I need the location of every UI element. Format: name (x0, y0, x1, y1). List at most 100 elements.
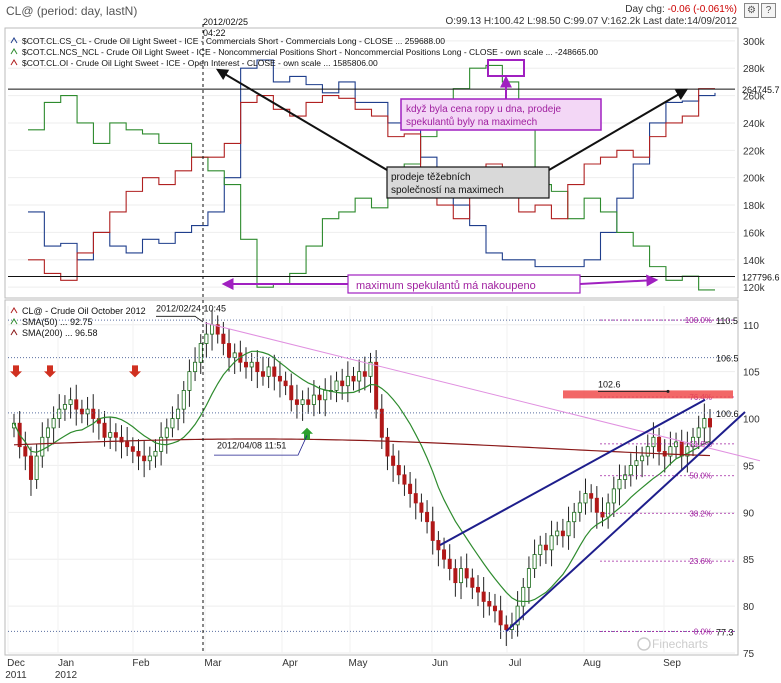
sma200-line (13, 438, 711, 457)
candle-body (543, 544, 548, 551)
fib-label: 38.2% (689, 509, 712, 518)
candle-body (272, 366, 277, 377)
candle-body (51, 418, 56, 429)
cot-y-tick-label: 300k (743, 37, 766, 48)
candle-body (204, 333, 209, 344)
candle-body (79, 408, 84, 415)
day-change: Day chg: -0.06 (-0.061%) (625, 4, 737, 15)
candle-body (28, 455, 33, 480)
legend-line-icon (10, 329, 18, 336)
cot-y-tick-label: 280k (743, 64, 766, 75)
candle-body (164, 427, 169, 438)
cot-legend-entry: $COT.CL.OI - Crude Oil Light Sweet - ICE… (22, 58, 378, 68)
candle-body (227, 343, 232, 358)
price-y-tick-label: 110 (743, 321, 759, 332)
question-icon[interactable]: ? (761, 3, 776, 18)
price-legend-entry: CL@ - Crude Oil October 2012 (22, 306, 146, 316)
candle-body (91, 408, 96, 419)
annotation-text: prodeje těžebních (391, 172, 471, 183)
sma50-line (13, 350, 711, 603)
candle-body (260, 371, 265, 377)
price-y-tick-label: 80 (743, 602, 755, 613)
cot-series: 264745.7 127796.6 (8, 59, 780, 291)
day-change-value: -0.06 (-0.061%) (667, 4, 737, 15)
candle-body (651, 436, 656, 448)
candle-body (640, 455, 645, 462)
candle-body (708, 418, 713, 428)
candle-body (425, 511, 430, 523)
legend-line-icon (10, 37, 18, 44)
x-tick-label: Sep (663, 658, 681, 669)
candle-body (142, 455, 147, 462)
cursor-date-label: 2012/02/25 (203, 17, 248, 27)
arrow-to-producers-max (215, 68, 388, 171)
candle-body (464, 568, 469, 579)
candle-body (23, 446, 28, 457)
legend-line-icon (10, 59, 18, 66)
x-tick-label: Mar (204, 658, 222, 669)
candle-body (108, 432, 113, 438)
cot-y-tick-label: 260k (743, 92, 766, 103)
candle-body (243, 361, 248, 368)
candle-body (62, 404, 67, 410)
candle-body (289, 385, 294, 401)
cot-y-tick-label: 120k (743, 283, 766, 294)
date-label: 2012/02/24 10:45 (156, 304, 226, 314)
candle-body (413, 493, 418, 504)
resistance-box (563, 390, 733, 399)
legends: $COT.CL.CS_CL - Crude Oil Light Sweet - … (10, 36, 598, 338)
candle-body (317, 394, 322, 401)
candle-body (436, 540, 441, 551)
x-tick-label: Jan (58, 658, 74, 669)
candle-body (379, 408, 384, 438)
candle-body (391, 455, 396, 466)
resistance-label: 102.6 (598, 380, 621, 390)
candle-body (85, 408, 90, 415)
candle-body (583, 493, 588, 504)
candle-body (572, 511, 577, 523)
watermark-text: Finecharts (652, 637, 708, 651)
candle-body (453, 568, 458, 584)
price-y-tick-label: 90 (743, 508, 755, 519)
candle-body (34, 455, 39, 480)
x-tick-label: Dec (7, 658, 25, 669)
cot-legend-entry: $COT.CL.CS_CL - Crude Oil Light Sweet - … (22, 36, 445, 46)
candle-body (402, 474, 407, 485)
sell-marker-icon (10, 365, 22, 378)
candle-body (232, 352, 237, 358)
candle-body (566, 521, 571, 537)
candle-body (362, 371, 367, 377)
cot-y-tick-label: 140k (743, 256, 766, 267)
candle-body (430, 521, 435, 541)
candle-body (634, 460, 639, 466)
cot-series-line-1 (28, 64, 715, 291)
annotation-text: společností na maximech (391, 185, 504, 196)
candle-body (549, 535, 554, 551)
candle-body (277, 375, 282, 382)
candle-body (198, 343, 203, 363)
candle-body (538, 544, 543, 555)
candle-body (45, 427, 50, 438)
candle-body (560, 530, 565, 537)
candle-body (442, 549, 447, 560)
arrow-to-recent (548, 88, 689, 171)
candle-body (119, 436, 124, 443)
x-tick-label: Jul (509, 658, 522, 669)
candle-body (611, 488, 616, 504)
candle-body (492, 605, 497, 612)
candle-body (696, 427, 701, 438)
candle-body (498, 610, 503, 626)
watermark-icon (637, 637, 651, 651)
arrow-right (579, 274, 659, 287)
candle-body (459, 568, 464, 584)
cot-hline-label: 127796.6 (742, 272, 780, 282)
candle-body (396, 465, 401, 476)
candle-body (487, 601, 492, 607)
wrench-icon[interactable]: ⚙ (744, 3, 759, 18)
fib-label: 0.0% (694, 627, 712, 636)
cot-series-line-2 (28, 88, 715, 281)
candle-body (57, 408, 62, 419)
candle-body (470, 577, 475, 588)
